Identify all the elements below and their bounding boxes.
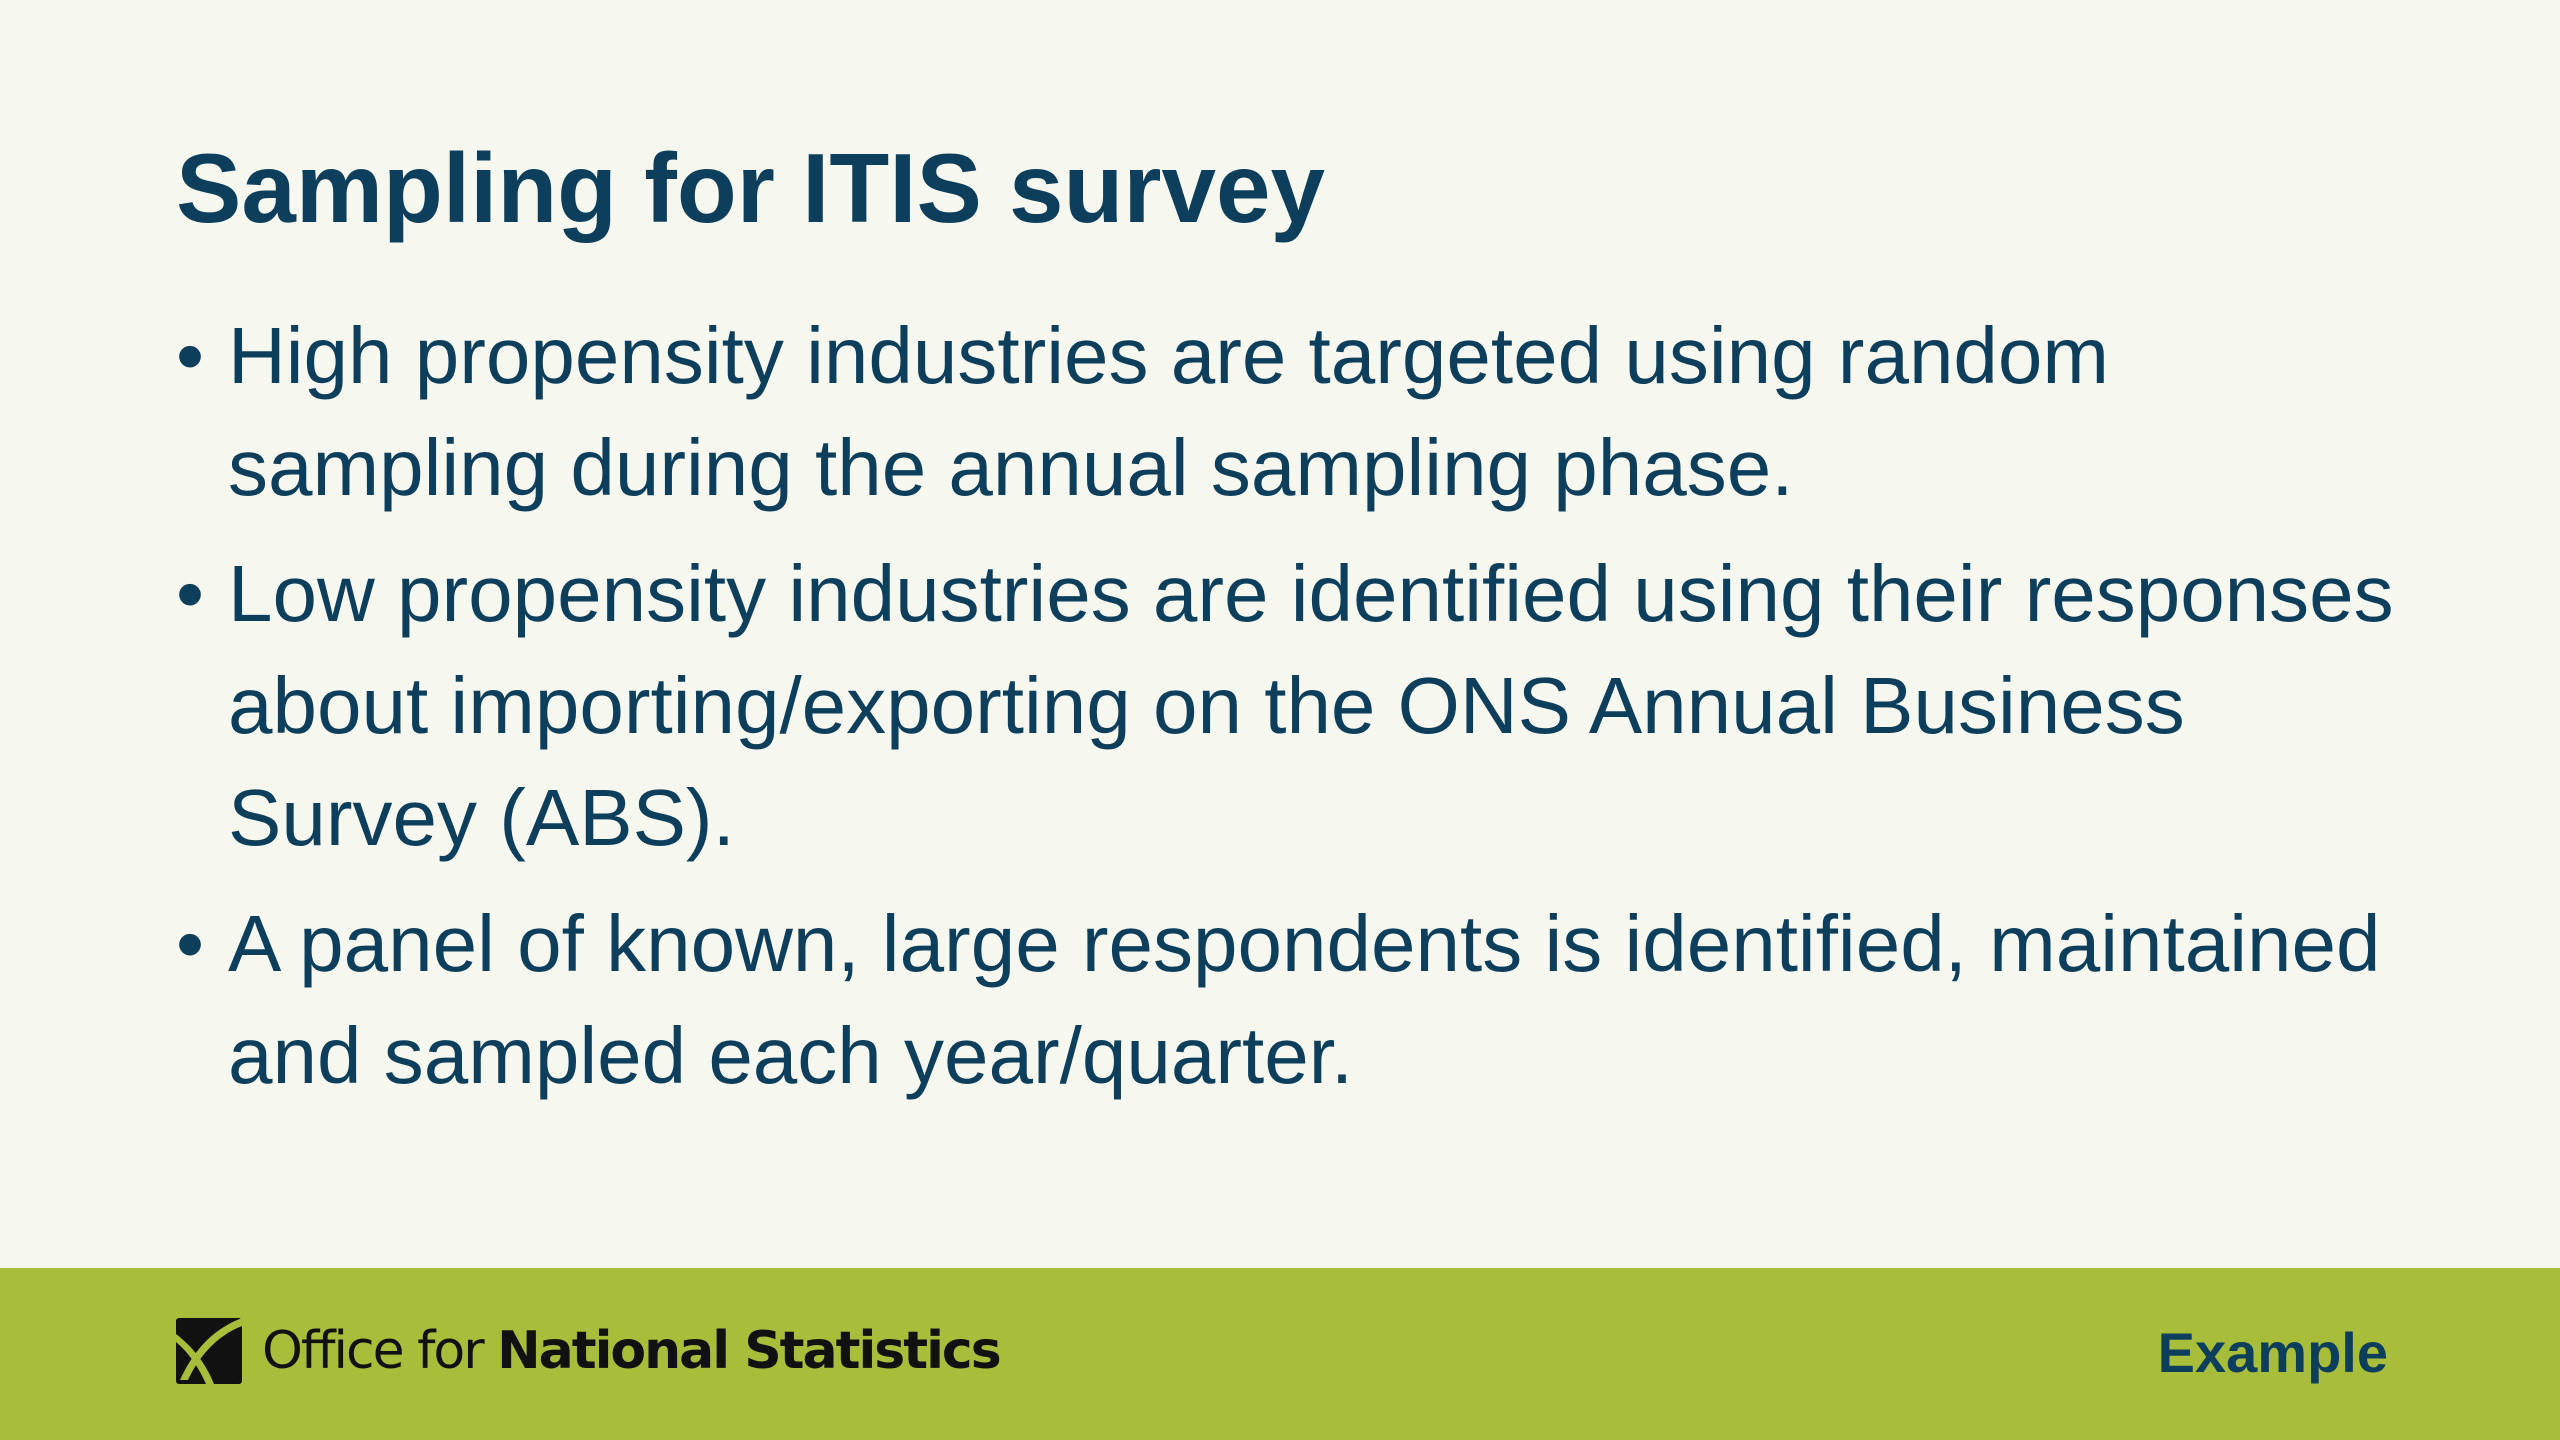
bullet-text: High propensity industries are targeted … (228, 311, 2110, 512)
bullet-list: • High propensity industries are targete… (176, 300, 2436, 1126)
ons-logo-wordmark: Office for National Statistics (262, 1318, 1002, 1384)
bullet-icon: • (176, 899, 205, 988)
slide-title: Sampling for ITIS survey (176, 133, 1326, 243)
bullet-icon: • (176, 311, 205, 400)
bullet-text: A panel of known, large respondents is i… (228, 899, 2381, 1100)
footer-tag: Example (2157, 1321, 2388, 1384)
logo-text-bold: National Statistics (497, 1321, 1002, 1381)
logo-text-light: Office for (262, 1321, 498, 1381)
footer-band: Office for National Statistics Example (0, 1268, 2560, 1440)
bullet-item: • A panel of known, large respondents is… (176, 888, 2436, 1112)
bullet-text: Low propensity industries are identified… (228, 549, 2394, 862)
bullet-icon: • (176, 549, 205, 638)
ons-logo-icon (176, 1318, 242, 1384)
ons-logo: Office for National Statistics (176, 1318, 1002, 1384)
slide-body: Sampling for ITIS survey • High propensi… (176, 133, 2436, 1126)
bullet-item: • Low propensity industries are identifi… (176, 538, 2436, 874)
bullet-item: • High propensity industries are targete… (176, 300, 2436, 524)
